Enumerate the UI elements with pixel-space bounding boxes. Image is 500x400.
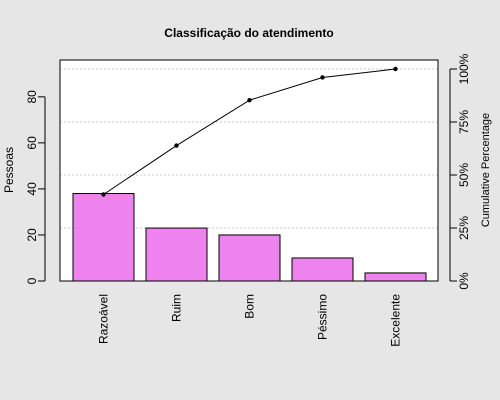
cumulative-point-2	[247, 97, 252, 103]
right-tick-label-3: 75%	[457, 110, 471, 134]
y-axis-label: Pessoas	[2, 147, 16, 193]
left-tick-label-3: 60	[25, 136, 39, 150]
right-tick-label-1: 25%	[457, 216, 471, 240]
category-label-0: Razoável	[97, 294, 111, 344]
plot-frame	[59, 59, 439, 282]
category-label-1: Ruim	[170, 294, 184, 322]
bar-2	[218, 234, 281, 282]
right-tick-label-0: 0%	[457, 272, 471, 290]
left-tick-label-1: 20	[25, 228, 39, 242]
right-axis: 0% 25% 50% 75% 100%	[449, 53, 471, 290]
cumulative-point-0	[101, 192, 106, 197]
cumulative-point-1	[174, 143, 179, 148]
left-tick-label-2: 40	[25, 182, 39, 196]
bar-3	[291, 257, 354, 282]
cumulative-point-3	[320, 75, 325, 80]
cumulative-line-layer	[101, 66, 398, 197]
bar-layer	[72, 193, 427, 282]
left-axis: 0 20 40 60 80	[25, 90, 46, 284]
chart-title: Classificação do atendimento	[164, 26, 333, 40]
right-tick-label-2: 50%	[457, 163, 471, 187]
right-axis-label: Cumulative Percentage	[480, 113, 492, 227]
bar-4	[364, 272, 427, 282]
left-tick-label-4: 80	[25, 90, 39, 104]
bar-1	[145, 227, 208, 282]
category-label-2: Bom	[243, 294, 257, 319]
category-label-3: Péssimo	[316, 294, 330, 340]
right-tick-label-4: 100%	[457, 53, 471, 84]
cumulative-point-4	[393, 66, 398, 72]
bar-0	[72, 193, 135, 282]
left-tick-label-0: 0	[25, 277, 39, 284]
x-axis: Razoável Ruim Bom Péssimo Excelente	[97, 294, 403, 347]
category-label-4: Excelente	[389, 294, 403, 347]
